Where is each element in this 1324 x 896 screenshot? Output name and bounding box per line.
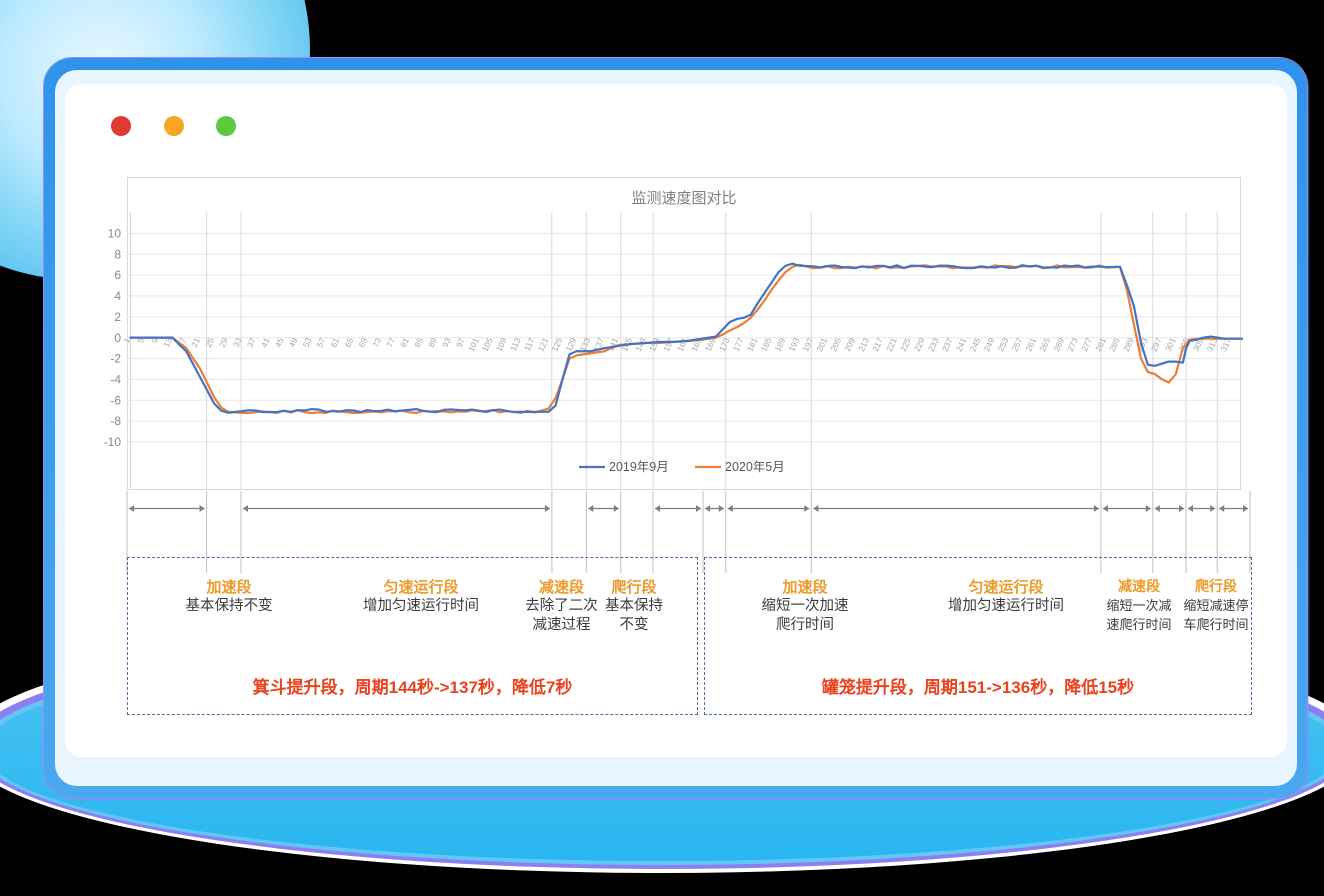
- svg-text:197: 197: [800, 336, 815, 353]
- svg-text:213: 213: [856, 336, 871, 353]
- svg-text:181: 181: [745, 336, 760, 353]
- svg-text:229: 229: [912, 336, 927, 353]
- svg-text:221: 221: [884, 336, 899, 353]
- svg-text:6: 6: [114, 268, 121, 282]
- svg-text:2019年9月: 2019年9月: [609, 460, 669, 474]
- svg-text:253: 253: [995, 336, 1010, 353]
- svg-text:205: 205: [828, 336, 843, 353]
- svg-text:241: 241: [954, 336, 969, 353]
- svg-text:261: 261: [1023, 336, 1038, 353]
- svg-text:301: 301: [1163, 336, 1178, 353]
- svg-text:289: 289: [1121, 336, 1136, 353]
- svg-text:-8: -8: [110, 414, 121, 428]
- svg-text:297: 297: [1149, 336, 1164, 353]
- svg-text:2020年5月: 2020年5月: [725, 460, 785, 474]
- svg-text:121: 121: [535, 336, 550, 353]
- svg-text:173: 173: [717, 336, 732, 353]
- svg-text:-6: -6: [110, 393, 121, 407]
- svg-text:101: 101: [466, 336, 481, 353]
- svg-text:157: 157: [661, 336, 676, 353]
- svg-text:281: 281: [1093, 336, 1108, 353]
- svg-text:109: 109: [494, 336, 509, 353]
- svg-text:105: 105: [480, 336, 495, 353]
- svg-text:277: 277: [1079, 336, 1094, 353]
- svg-text:201: 201: [814, 336, 829, 353]
- svg-text:117: 117: [522, 336, 537, 353]
- svg-text:265: 265: [1037, 336, 1052, 353]
- svg-text:305: 305: [1177, 336, 1192, 353]
- svg-text:8: 8: [114, 247, 121, 261]
- svg-text:209: 209: [842, 336, 857, 353]
- svg-text:185: 185: [758, 336, 773, 353]
- svg-text:269: 269: [1051, 336, 1066, 353]
- svg-text:273: 273: [1065, 336, 1080, 353]
- svg-text:113: 113: [508, 336, 523, 353]
- svg-text:245: 245: [968, 336, 983, 353]
- svg-text:285: 285: [1107, 336, 1122, 353]
- svg-text:225: 225: [898, 336, 913, 353]
- svg-text:249: 249: [981, 336, 996, 353]
- svg-text:-2: -2: [110, 352, 121, 366]
- svg-text:4: 4: [114, 289, 121, 303]
- svg-text:193: 193: [786, 336, 801, 353]
- svg-text:-10: -10: [104, 435, 122, 449]
- svg-text:217: 217: [870, 336, 885, 353]
- svg-text:-4: -4: [110, 373, 121, 387]
- svg-text:2: 2: [114, 310, 121, 324]
- svg-text:153: 153: [647, 336, 662, 353]
- svg-text:161: 161: [675, 336, 690, 353]
- svg-text:233: 233: [926, 336, 941, 353]
- svg-text:189: 189: [772, 336, 787, 353]
- svg-text:监测速度图对比: 监测速度图对比: [631, 190, 736, 207]
- svg-text:0: 0: [114, 331, 121, 345]
- svg-text:237: 237: [940, 336, 955, 353]
- svg-text:177: 177: [731, 336, 746, 353]
- svg-text:257: 257: [1009, 336, 1024, 353]
- svg-text:10: 10: [108, 227, 122, 241]
